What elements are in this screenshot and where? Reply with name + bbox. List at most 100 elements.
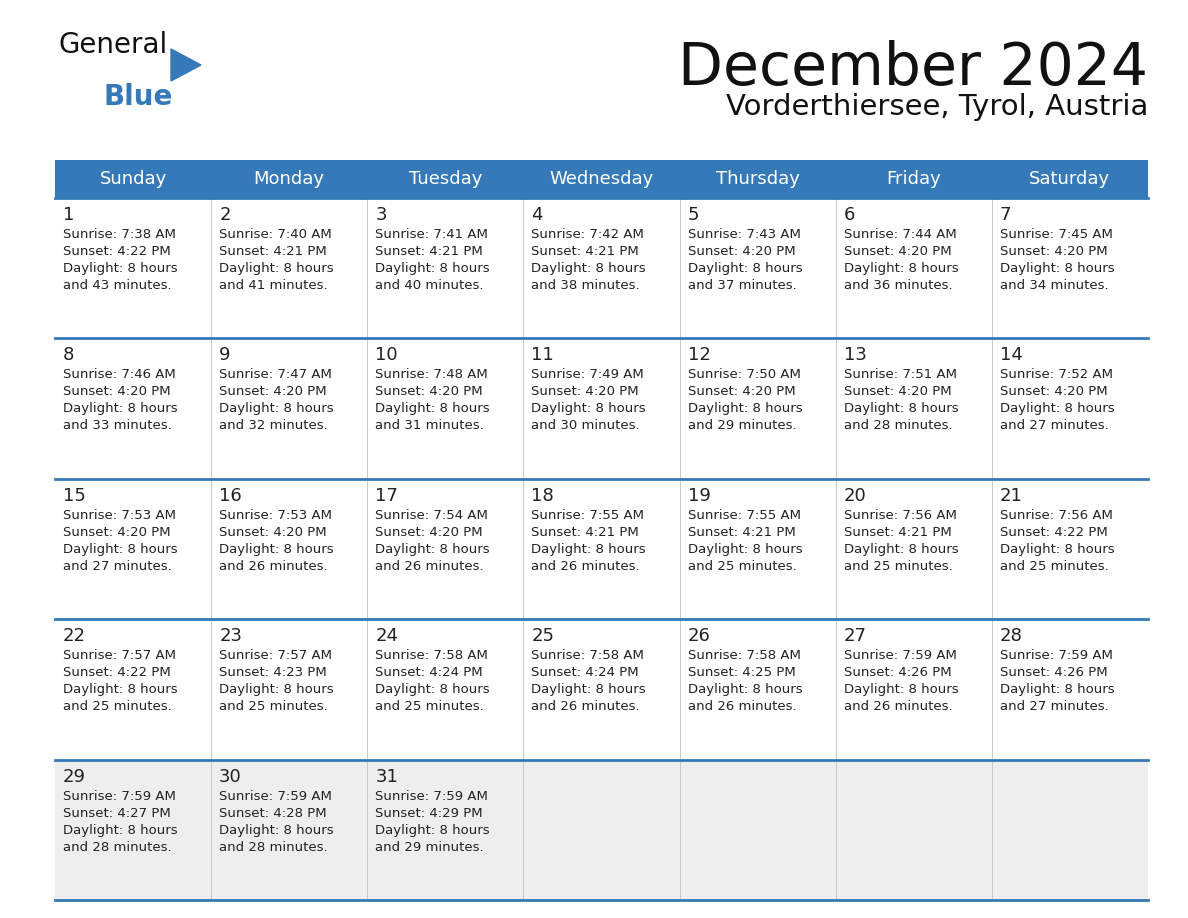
Text: 8: 8 (63, 346, 75, 364)
Text: and 40 minutes.: and 40 minutes. (375, 279, 484, 292)
Bar (55, 759, 1148, 900)
Text: 14: 14 (1000, 346, 1023, 364)
Text: Daylight: 8 hours: Daylight: 8 hours (219, 402, 334, 416)
Text: 3: 3 (375, 206, 387, 224)
Text: and 28 minutes.: and 28 minutes. (843, 420, 953, 432)
Text: and 26 minutes.: and 26 minutes. (688, 700, 796, 713)
Text: Sunset: 4:22 PM: Sunset: 4:22 PM (1000, 526, 1107, 539)
Text: Blue: Blue (103, 83, 172, 111)
Text: 12: 12 (688, 346, 710, 364)
Text: 15: 15 (63, 487, 86, 505)
Text: and 30 minutes.: and 30 minutes. (531, 420, 640, 432)
Text: 10: 10 (375, 346, 398, 364)
Text: Sunset: 4:28 PM: Sunset: 4:28 PM (219, 807, 327, 820)
Text: Daylight: 8 hours: Daylight: 8 hours (219, 262, 334, 275)
Text: Sunrise: 7:41 AM: Sunrise: 7:41 AM (375, 228, 488, 241)
Text: Sunrise: 7:57 AM: Sunrise: 7:57 AM (63, 649, 176, 662)
Text: Sunday: Sunday (100, 170, 166, 188)
Text: 9: 9 (219, 346, 230, 364)
Text: 25: 25 (531, 627, 555, 645)
Text: Saturday: Saturday (1029, 170, 1111, 188)
Text: 31: 31 (375, 767, 398, 786)
Text: 11: 11 (531, 346, 554, 364)
Text: Daylight: 8 hours: Daylight: 8 hours (843, 683, 959, 696)
Text: Sunset: 4:20 PM: Sunset: 4:20 PM (375, 526, 482, 539)
Text: 20: 20 (843, 487, 866, 505)
Text: Daylight: 8 hours: Daylight: 8 hours (1000, 543, 1114, 555)
Text: Sunset: 4:20 PM: Sunset: 4:20 PM (688, 245, 795, 258)
Text: Daylight: 8 hours: Daylight: 8 hours (219, 823, 334, 836)
Bar (55, 198, 1148, 339)
Text: Sunset: 4:20 PM: Sunset: 4:20 PM (219, 386, 327, 398)
Text: 1: 1 (63, 206, 75, 224)
Text: 23: 23 (219, 627, 242, 645)
Text: 28: 28 (1000, 627, 1023, 645)
Text: and 36 minutes.: and 36 minutes. (843, 279, 953, 292)
Text: 2: 2 (219, 206, 230, 224)
Text: Sunrise: 7:55 AM: Sunrise: 7:55 AM (688, 509, 801, 521)
Text: Sunrise: 7:49 AM: Sunrise: 7:49 AM (531, 368, 644, 381)
Text: Sunset: 4:29 PM: Sunset: 4:29 PM (375, 807, 482, 820)
Text: Daylight: 8 hours: Daylight: 8 hours (375, 683, 489, 696)
Text: and 32 minutes.: and 32 minutes. (219, 420, 328, 432)
Text: Sunrise: 7:58 AM: Sunrise: 7:58 AM (375, 649, 488, 662)
Text: 22: 22 (63, 627, 86, 645)
Text: Sunrise: 7:50 AM: Sunrise: 7:50 AM (688, 368, 801, 381)
Text: Daylight: 8 hours: Daylight: 8 hours (843, 262, 959, 275)
Text: Sunrise: 7:53 AM: Sunrise: 7:53 AM (63, 509, 176, 521)
Text: 17: 17 (375, 487, 398, 505)
Text: Daylight: 8 hours: Daylight: 8 hours (688, 402, 802, 416)
Text: Sunrise: 7:46 AM: Sunrise: 7:46 AM (63, 368, 176, 381)
Text: Daylight: 8 hours: Daylight: 8 hours (688, 683, 802, 696)
Text: Vorderthiersee, Tyrol, Austria: Vorderthiersee, Tyrol, Austria (726, 93, 1148, 121)
Text: Sunrise: 7:53 AM: Sunrise: 7:53 AM (219, 509, 333, 521)
Text: Thursday: Thursday (715, 170, 800, 188)
Text: General: General (58, 31, 168, 59)
Text: Sunrise: 7:56 AM: Sunrise: 7:56 AM (1000, 509, 1113, 521)
Text: Friday: Friday (886, 170, 941, 188)
Text: Sunset: 4:21 PM: Sunset: 4:21 PM (531, 526, 639, 539)
Text: 24: 24 (375, 627, 398, 645)
Text: and 41 minutes.: and 41 minutes. (219, 279, 328, 292)
Text: Sunset: 4:21 PM: Sunset: 4:21 PM (375, 245, 484, 258)
Text: and 26 minutes.: and 26 minutes. (375, 560, 484, 573)
Text: and 26 minutes.: and 26 minutes. (219, 560, 328, 573)
Text: Sunrise: 7:47 AM: Sunrise: 7:47 AM (219, 368, 331, 381)
Text: Sunset: 4:21 PM: Sunset: 4:21 PM (531, 245, 639, 258)
Text: and 26 minutes.: and 26 minutes. (531, 560, 640, 573)
Text: December 2024: December 2024 (678, 40, 1148, 97)
Bar (55, 479, 1148, 620)
Text: Daylight: 8 hours: Daylight: 8 hours (688, 262, 802, 275)
Text: Sunrise: 7:59 AM: Sunrise: 7:59 AM (1000, 649, 1113, 662)
Text: Sunrise: 7:52 AM: Sunrise: 7:52 AM (1000, 368, 1113, 381)
Text: and 26 minutes.: and 26 minutes. (843, 700, 953, 713)
Text: and 37 minutes.: and 37 minutes. (688, 279, 796, 292)
Text: and 29 minutes.: and 29 minutes. (688, 420, 796, 432)
Text: and 26 minutes.: and 26 minutes. (531, 700, 640, 713)
Text: Daylight: 8 hours: Daylight: 8 hours (843, 543, 959, 555)
Text: Daylight: 8 hours: Daylight: 8 hours (531, 683, 646, 696)
Text: 6: 6 (843, 206, 855, 224)
Text: Sunrise: 7:59 AM: Sunrise: 7:59 AM (63, 789, 176, 802)
Text: Sunset: 4:26 PM: Sunset: 4:26 PM (843, 666, 952, 679)
Text: and 25 minutes.: and 25 minutes. (688, 560, 796, 573)
Bar (55, 160, 1148, 198)
Text: Sunrise: 7:58 AM: Sunrise: 7:58 AM (531, 649, 644, 662)
Text: Daylight: 8 hours: Daylight: 8 hours (375, 823, 489, 836)
Text: Sunset: 4:20 PM: Sunset: 4:20 PM (219, 526, 327, 539)
Text: Sunset: 4:24 PM: Sunset: 4:24 PM (375, 666, 482, 679)
Text: Daylight: 8 hours: Daylight: 8 hours (531, 262, 646, 275)
Text: Daylight: 8 hours: Daylight: 8 hours (531, 543, 646, 555)
Text: and 33 minutes.: and 33 minutes. (63, 420, 172, 432)
Bar (55, 339, 1148, 479)
Text: Sunset: 4:24 PM: Sunset: 4:24 PM (531, 666, 639, 679)
Text: and 25 minutes.: and 25 minutes. (63, 700, 172, 713)
Text: Sunset: 4:20 PM: Sunset: 4:20 PM (1000, 245, 1107, 258)
Text: Daylight: 8 hours: Daylight: 8 hours (63, 543, 178, 555)
Text: and 43 minutes.: and 43 minutes. (63, 279, 171, 292)
Text: Sunrise: 7:59 AM: Sunrise: 7:59 AM (375, 789, 488, 802)
Text: Daylight: 8 hours: Daylight: 8 hours (219, 683, 334, 696)
Text: and 28 minutes.: and 28 minutes. (219, 841, 328, 854)
Text: Sunrise: 7:54 AM: Sunrise: 7:54 AM (375, 509, 488, 521)
Text: Daylight: 8 hours: Daylight: 8 hours (63, 402, 178, 416)
